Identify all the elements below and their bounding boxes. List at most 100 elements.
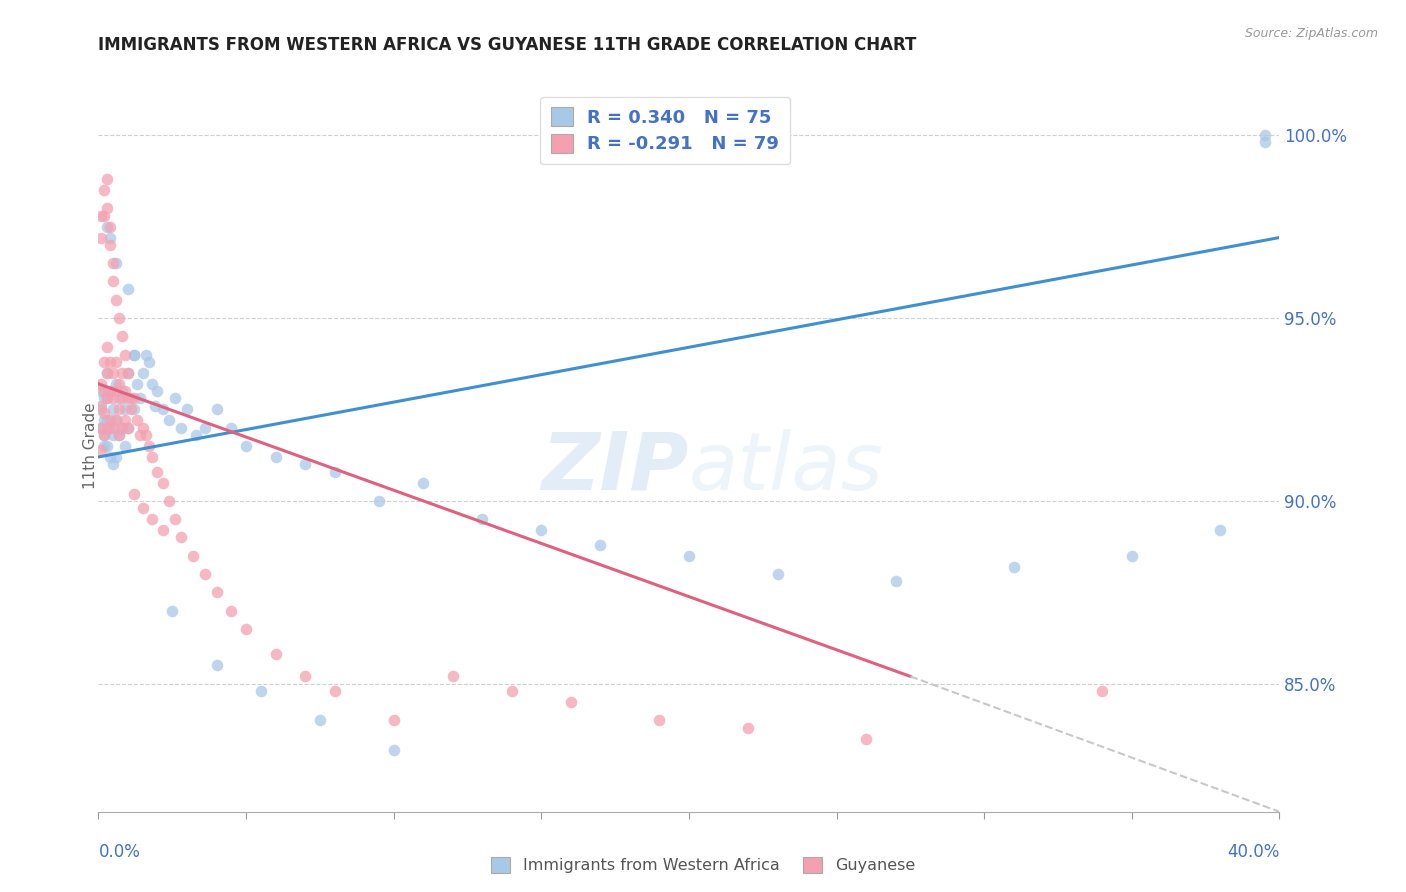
Point: [90, 230, 112, 244]
Point: [114, 402, 136, 417]
Point: [128, 428, 150, 442]
Text: 40.0%: 40.0%: [1227, 843, 1279, 861]
Point: [117, 420, 139, 434]
Point: [855, 731, 877, 746]
Point: [98, 420, 121, 434]
Point: [157, 493, 180, 508]
Point: [143, 399, 166, 413]
Point: [471, 512, 494, 526]
Point: [122, 486, 145, 500]
Point: [294, 669, 316, 683]
Point: [501, 684, 523, 698]
Point: [141, 376, 163, 391]
Point: [108, 310, 131, 325]
Point: [103, 428, 125, 442]
Point: [98, 230, 121, 244]
Point: [96, 366, 118, 380]
Point: [1254, 128, 1277, 142]
Point: [1002, 559, 1025, 574]
Point: [96, 392, 118, 406]
Point: [219, 603, 242, 617]
Point: [162, 603, 183, 617]
Point: [117, 420, 139, 434]
Point: [96, 340, 118, 354]
Point: [560, 695, 582, 709]
Point: [382, 742, 405, 756]
Point: [648, 713, 671, 727]
Point: [105, 413, 128, 427]
Point: [105, 384, 128, 398]
Legend: R = 0.340   N = 75, R = -0.291   N = 79: R = 0.340 N = 75, R = -0.291 N = 79: [540, 96, 790, 164]
Point: [90, 420, 112, 434]
Point: [93, 355, 115, 369]
Text: IMMIGRANTS FROM WESTERN AFRICA VS GUYANESE 11TH GRADE CORRELATION CHART: IMMIGRANTS FROM WESTERN AFRICA VS GUYANE…: [98, 36, 917, 54]
Point: [128, 392, 150, 406]
Point: [122, 392, 145, 406]
Point: [382, 713, 405, 727]
Point: [103, 392, 125, 406]
Point: [98, 355, 121, 369]
Point: [323, 684, 346, 698]
Point: [103, 274, 125, 288]
Point: [737, 721, 759, 735]
Point: [103, 420, 125, 434]
Point: [135, 428, 157, 442]
Point: [105, 450, 128, 464]
Point: [264, 648, 287, 662]
Point: [108, 428, 131, 442]
Point: [108, 376, 131, 391]
Point: [103, 402, 125, 417]
Point: [589, 538, 612, 552]
Point: [117, 392, 139, 406]
Point: [141, 512, 163, 526]
Point: [96, 172, 118, 186]
Point: [96, 201, 118, 215]
Point: [766, 566, 789, 581]
Point: [181, 549, 204, 563]
Point: [103, 256, 125, 270]
Point: [103, 457, 125, 471]
Point: [111, 392, 134, 406]
Point: [105, 293, 128, 307]
Point: [1121, 549, 1143, 563]
Point: [219, 420, 242, 434]
Point: [93, 209, 115, 223]
Point: [264, 450, 287, 464]
Point: [152, 475, 174, 490]
Point: [125, 413, 148, 427]
Text: atlas: atlas: [689, 429, 884, 507]
Point: [117, 366, 139, 380]
Point: [98, 450, 121, 464]
Point: [98, 219, 121, 234]
Point: [96, 413, 118, 427]
Point: [96, 392, 118, 406]
Point: [93, 428, 115, 442]
Point: [323, 465, 346, 479]
Point: [132, 366, 155, 380]
Point: [93, 384, 115, 398]
Text: Source: ZipAtlas.com: Source: ZipAtlas.com: [1244, 27, 1378, 40]
Point: [93, 413, 115, 427]
Point: [90, 399, 112, 413]
Point: [90, 442, 112, 457]
Point: [170, 530, 193, 544]
Point: [141, 450, 163, 464]
Point: [1091, 684, 1114, 698]
Point: [98, 237, 121, 252]
Point: [135, 347, 157, 361]
Point: [184, 428, 207, 442]
Point: [165, 512, 187, 526]
Point: [108, 402, 131, 417]
Point: [165, 392, 187, 406]
Point: [441, 669, 464, 683]
Point: [412, 475, 434, 490]
Point: [114, 384, 136, 398]
Point: [1254, 136, 1277, 150]
Point: [90, 402, 112, 417]
Point: [194, 420, 217, 434]
Point: [309, 713, 332, 727]
Point: [122, 347, 145, 361]
Point: [90, 384, 112, 398]
Point: [114, 413, 136, 427]
Y-axis label: 11th Grade: 11th Grade: [83, 402, 97, 490]
